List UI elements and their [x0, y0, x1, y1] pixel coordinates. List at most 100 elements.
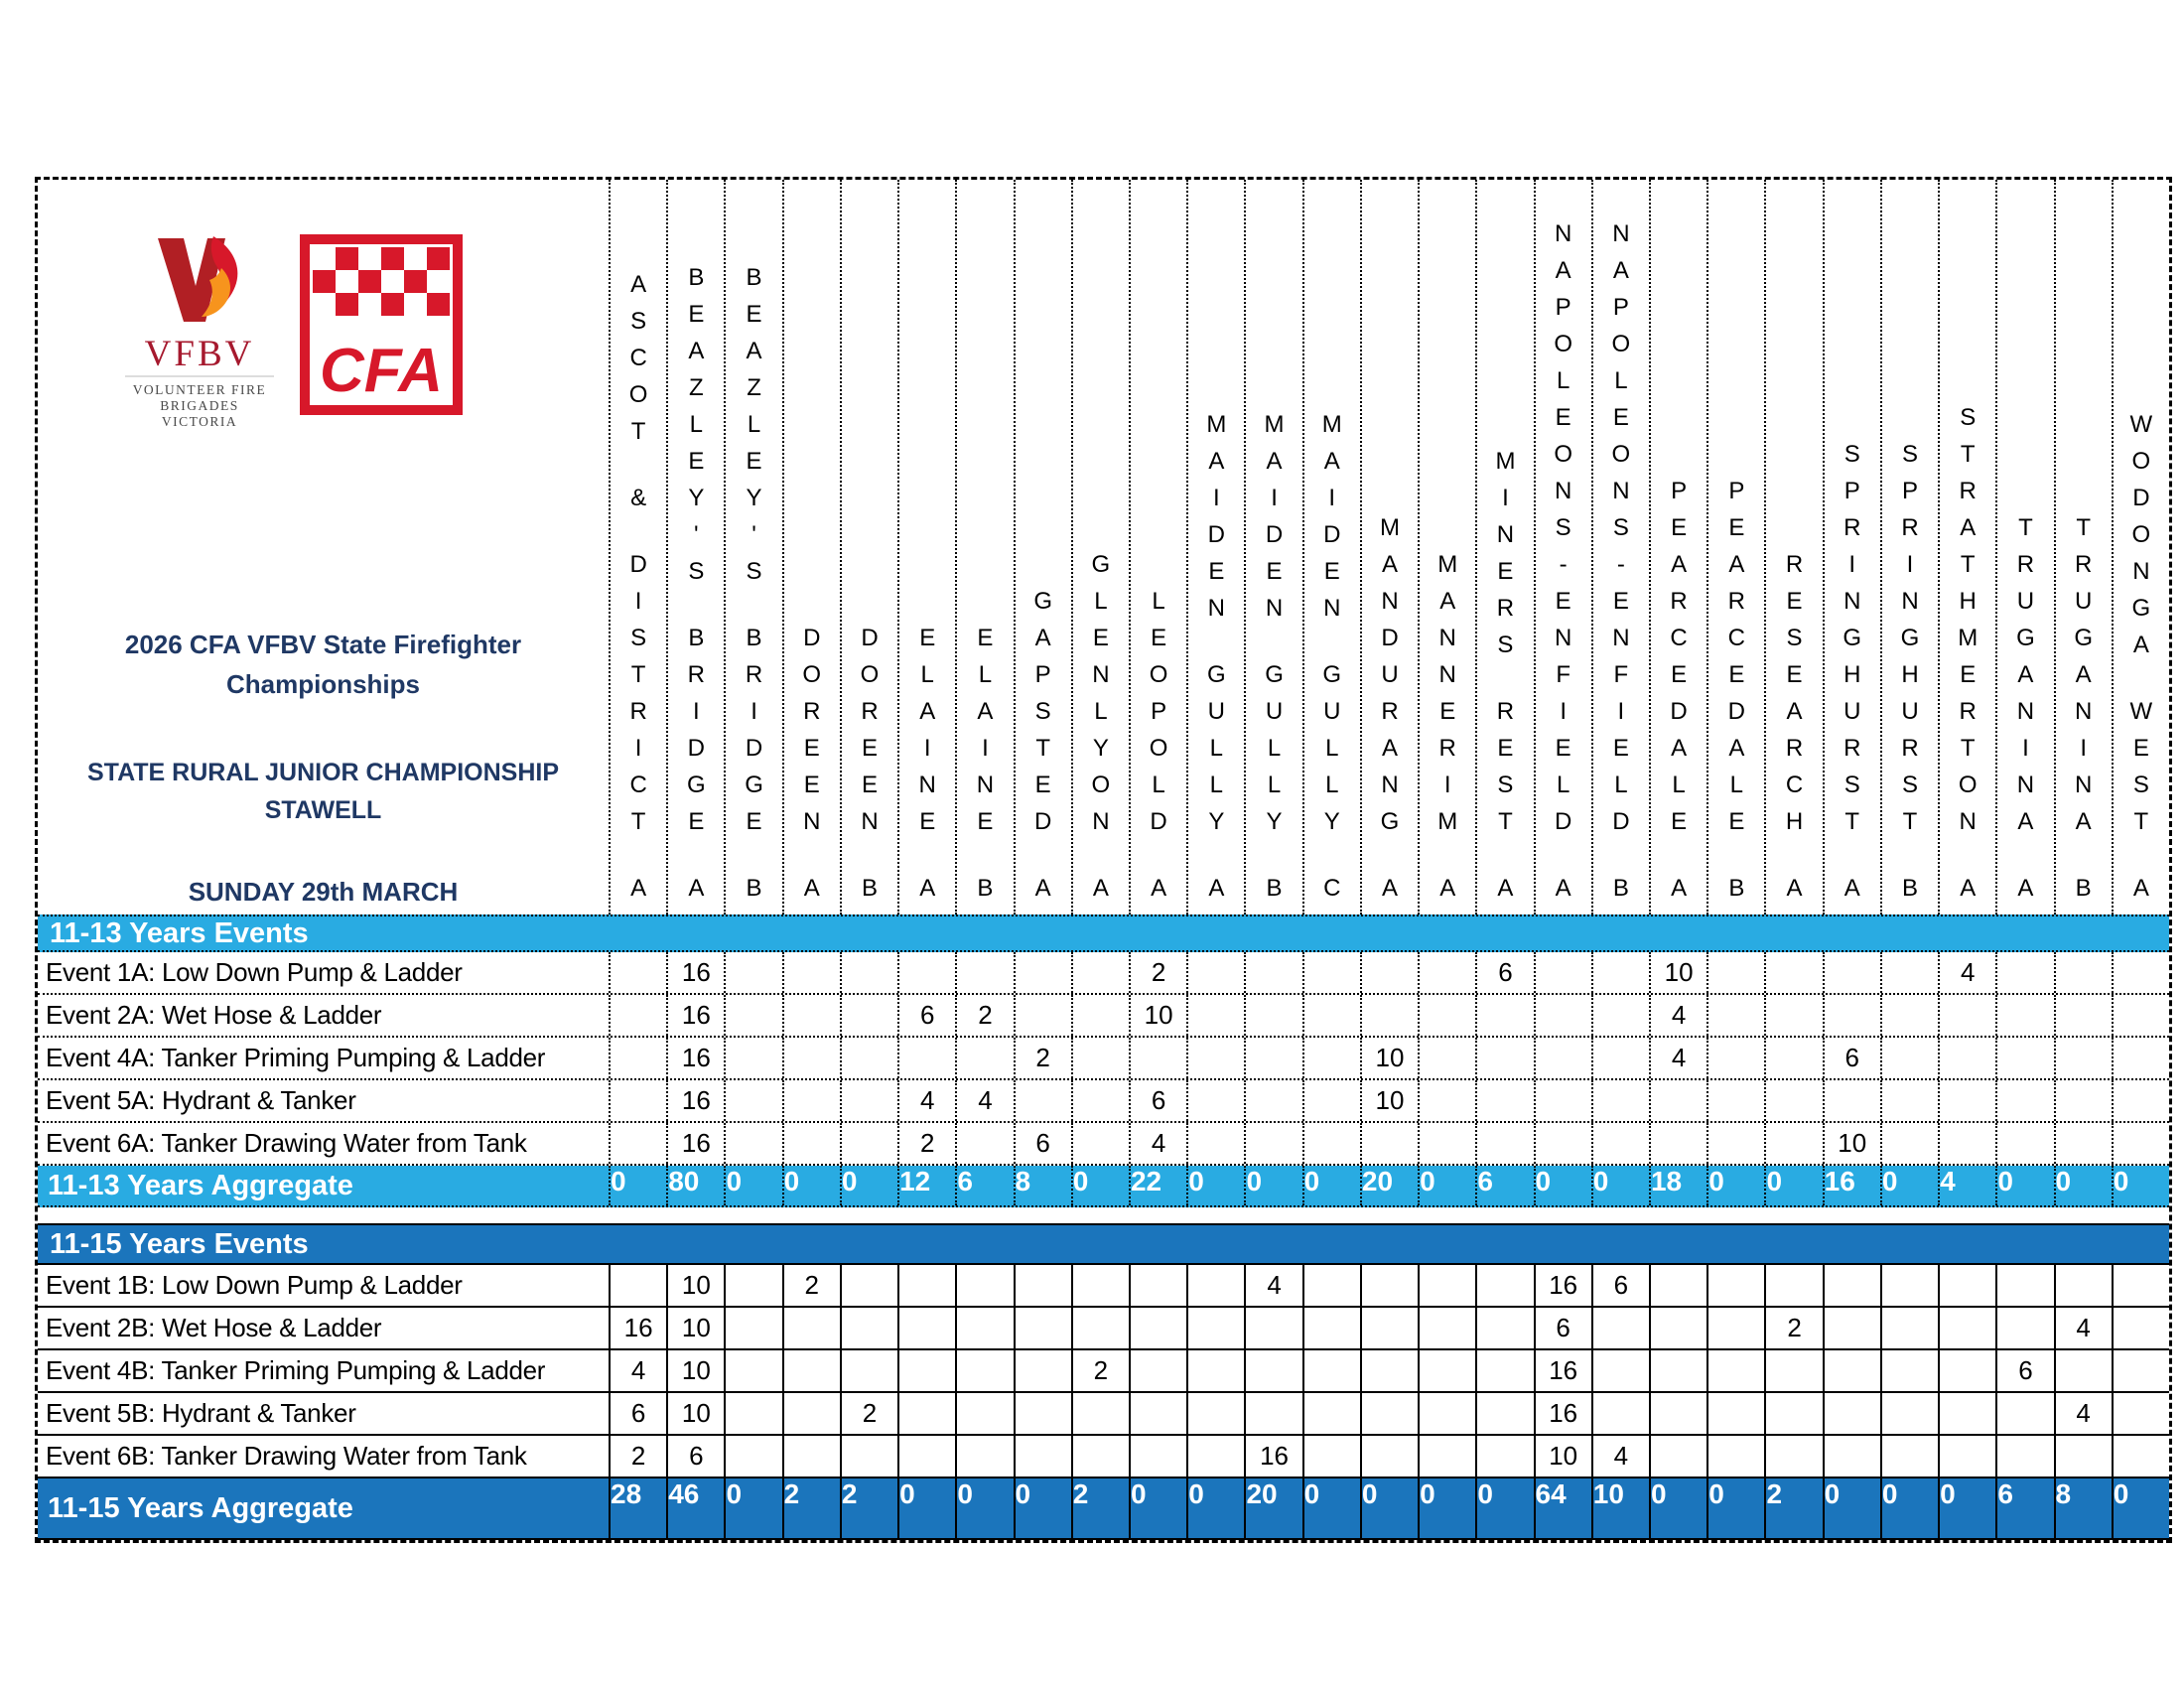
aggregate-score-cell: 0 — [2111, 1478, 2169, 1538]
score-cell — [609, 995, 666, 1036]
team-name-letter: E — [919, 625, 936, 651]
team-name-letter: S — [746, 558, 762, 585]
score-cell: 4 — [897, 1080, 955, 1121]
event-row: Event 6A: Tanker Drawing Water from Tank… — [38, 1123, 2169, 1166]
score-cell — [1764, 1123, 1822, 1164]
team-name-letter: E — [1208, 558, 1225, 585]
score-cell: 16 — [666, 1038, 724, 1078]
score-cell — [1013, 1436, 1071, 1477]
team-name-letter: U — [1207, 698, 1225, 725]
team-designator: B — [1728, 875, 1745, 902]
score-cell — [724, 1393, 781, 1434]
team-name-letter: A — [630, 271, 647, 298]
team-name-letter: E — [1266, 558, 1283, 585]
score-cell — [1418, 1123, 1475, 1164]
team-name-letter: P — [1034, 661, 1051, 688]
score-cell — [2111, 952, 2169, 993]
score-cell — [781, 995, 840, 1036]
score-cell: 16 — [1533, 1393, 1591, 1434]
team-designator: B — [1901, 875, 1918, 902]
score-cell — [1764, 1350, 1822, 1391]
team-name-letter: ' — [751, 521, 756, 548]
team-name-letter: E — [1034, 772, 1051, 798]
team-name-letter: G — [1091, 551, 1111, 578]
team-name-letter: A — [1034, 625, 1051, 651]
score-cell — [839, 1123, 897, 1164]
score-cell — [2111, 995, 2169, 1036]
team-name-letter: Y — [746, 485, 762, 511]
team-name-letter: L — [978, 661, 993, 688]
score-cell — [1186, 952, 1244, 993]
score-cell — [1475, 1393, 1533, 1434]
team-name-letter: D — [861, 625, 879, 651]
aggregate-score-cell: 16 — [1822, 1166, 1880, 1205]
vfbv-subtext: VOLUNTEER FIRE BRIGADES VICTORIA — [125, 375, 274, 430]
aggregate-score-cell: 0 — [1938, 1478, 1995, 1538]
team-name-letter: N — [1612, 220, 1630, 247]
score-cell — [897, 1350, 955, 1391]
team-name-letter: L — [1556, 367, 1570, 394]
team-name-letter: R — [1496, 595, 1515, 622]
aggregate-label: 11-13 Years Aggregate — [48, 1169, 353, 1201]
score-cell: 4 — [1244, 1265, 1301, 1306]
score-cell — [724, 1080, 781, 1121]
team-name-letter: I — [1502, 485, 1509, 511]
score-cell — [1013, 1393, 1071, 1434]
team-name-letter: F — [1613, 661, 1629, 688]
score-cell — [1301, 995, 1360, 1036]
score-cell — [781, 1080, 840, 1121]
score-cell — [1301, 952, 1360, 993]
team-name-letter: I — [1560, 698, 1567, 725]
score-cell: 6 — [1822, 1038, 1880, 1078]
team-name-letter: E — [861, 772, 878, 798]
team-name-letter: R — [745, 661, 763, 688]
score-cell — [1648, 1436, 1706, 1477]
team-name-letter: ' — [694, 521, 699, 548]
team-name-letter: N — [1381, 588, 1399, 615]
team-name-letter: I — [982, 735, 989, 762]
team-name-letter: T — [2018, 514, 2033, 541]
team-name-letter: M — [1321, 411, 1342, 438]
score-cell: 2 — [781, 1265, 840, 1306]
team-designator: A — [1439, 875, 1456, 902]
aggregate-score-cell: 0 — [1995, 1166, 2053, 1205]
team-name-letter: S — [1786, 625, 1803, 651]
team-name-letter: L — [1325, 735, 1339, 762]
event-row: Event 4B: Tanker Priming Pumping & Ladde… — [38, 1350, 2169, 1393]
team-name-letter: A — [2075, 808, 2092, 835]
score-cell — [1879, 1080, 1938, 1121]
score-cell — [1648, 1350, 1706, 1391]
score-cell — [2053, 995, 2112, 1036]
score-cell — [1938, 1038, 1995, 1078]
team-name-letter: A — [1960, 514, 1977, 541]
score-cell: 2 — [897, 1123, 955, 1164]
score-cell: 10 — [1533, 1436, 1591, 1477]
score-cell: 10 — [1648, 952, 1706, 993]
team-name-letter: N — [1612, 478, 1630, 504]
team-designator: B — [746, 875, 762, 902]
team-name-letter: T — [1960, 735, 1976, 762]
team-designator: A — [630, 875, 647, 902]
team-column-header: B E A Z L E Y ' S B R I D G E B — [724, 180, 781, 914]
score-cell — [1475, 1308, 1533, 1348]
score-cell — [1879, 952, 1938, 993]
team-name-letter: A — [2075, 661, 2092, 688]
team-name-letter: Y — [1208, 808, 1225, 835]
score-cell — [1995, 1265, 2053, 1306]
score-cell — [1938, 1436, 1995, 1477]
team-name-letter: & — [630, 485, 647, 511]
score-cell: 4 — [955, 1080, 1013, 1121]
team-name-letter: I — [2022, 735, 2029, 762]
team-name-letter: R — [1496, 698, 1515, 725]
team-name-letter: A — [1728, 735, 1745, 762]
score-cell — [1359, 995, 1418, 1036]
score-cell — [1590, 1123, 1649, 1164]
team-name-letter: O — [2131, 521, 2151, 548]
team-name-letter: F — [1556, 661, 1570, 688]
team-name-letter: S — [1843, 441, 1860, 468]
score-cell — [1879, 1308, 1938, 1348]
